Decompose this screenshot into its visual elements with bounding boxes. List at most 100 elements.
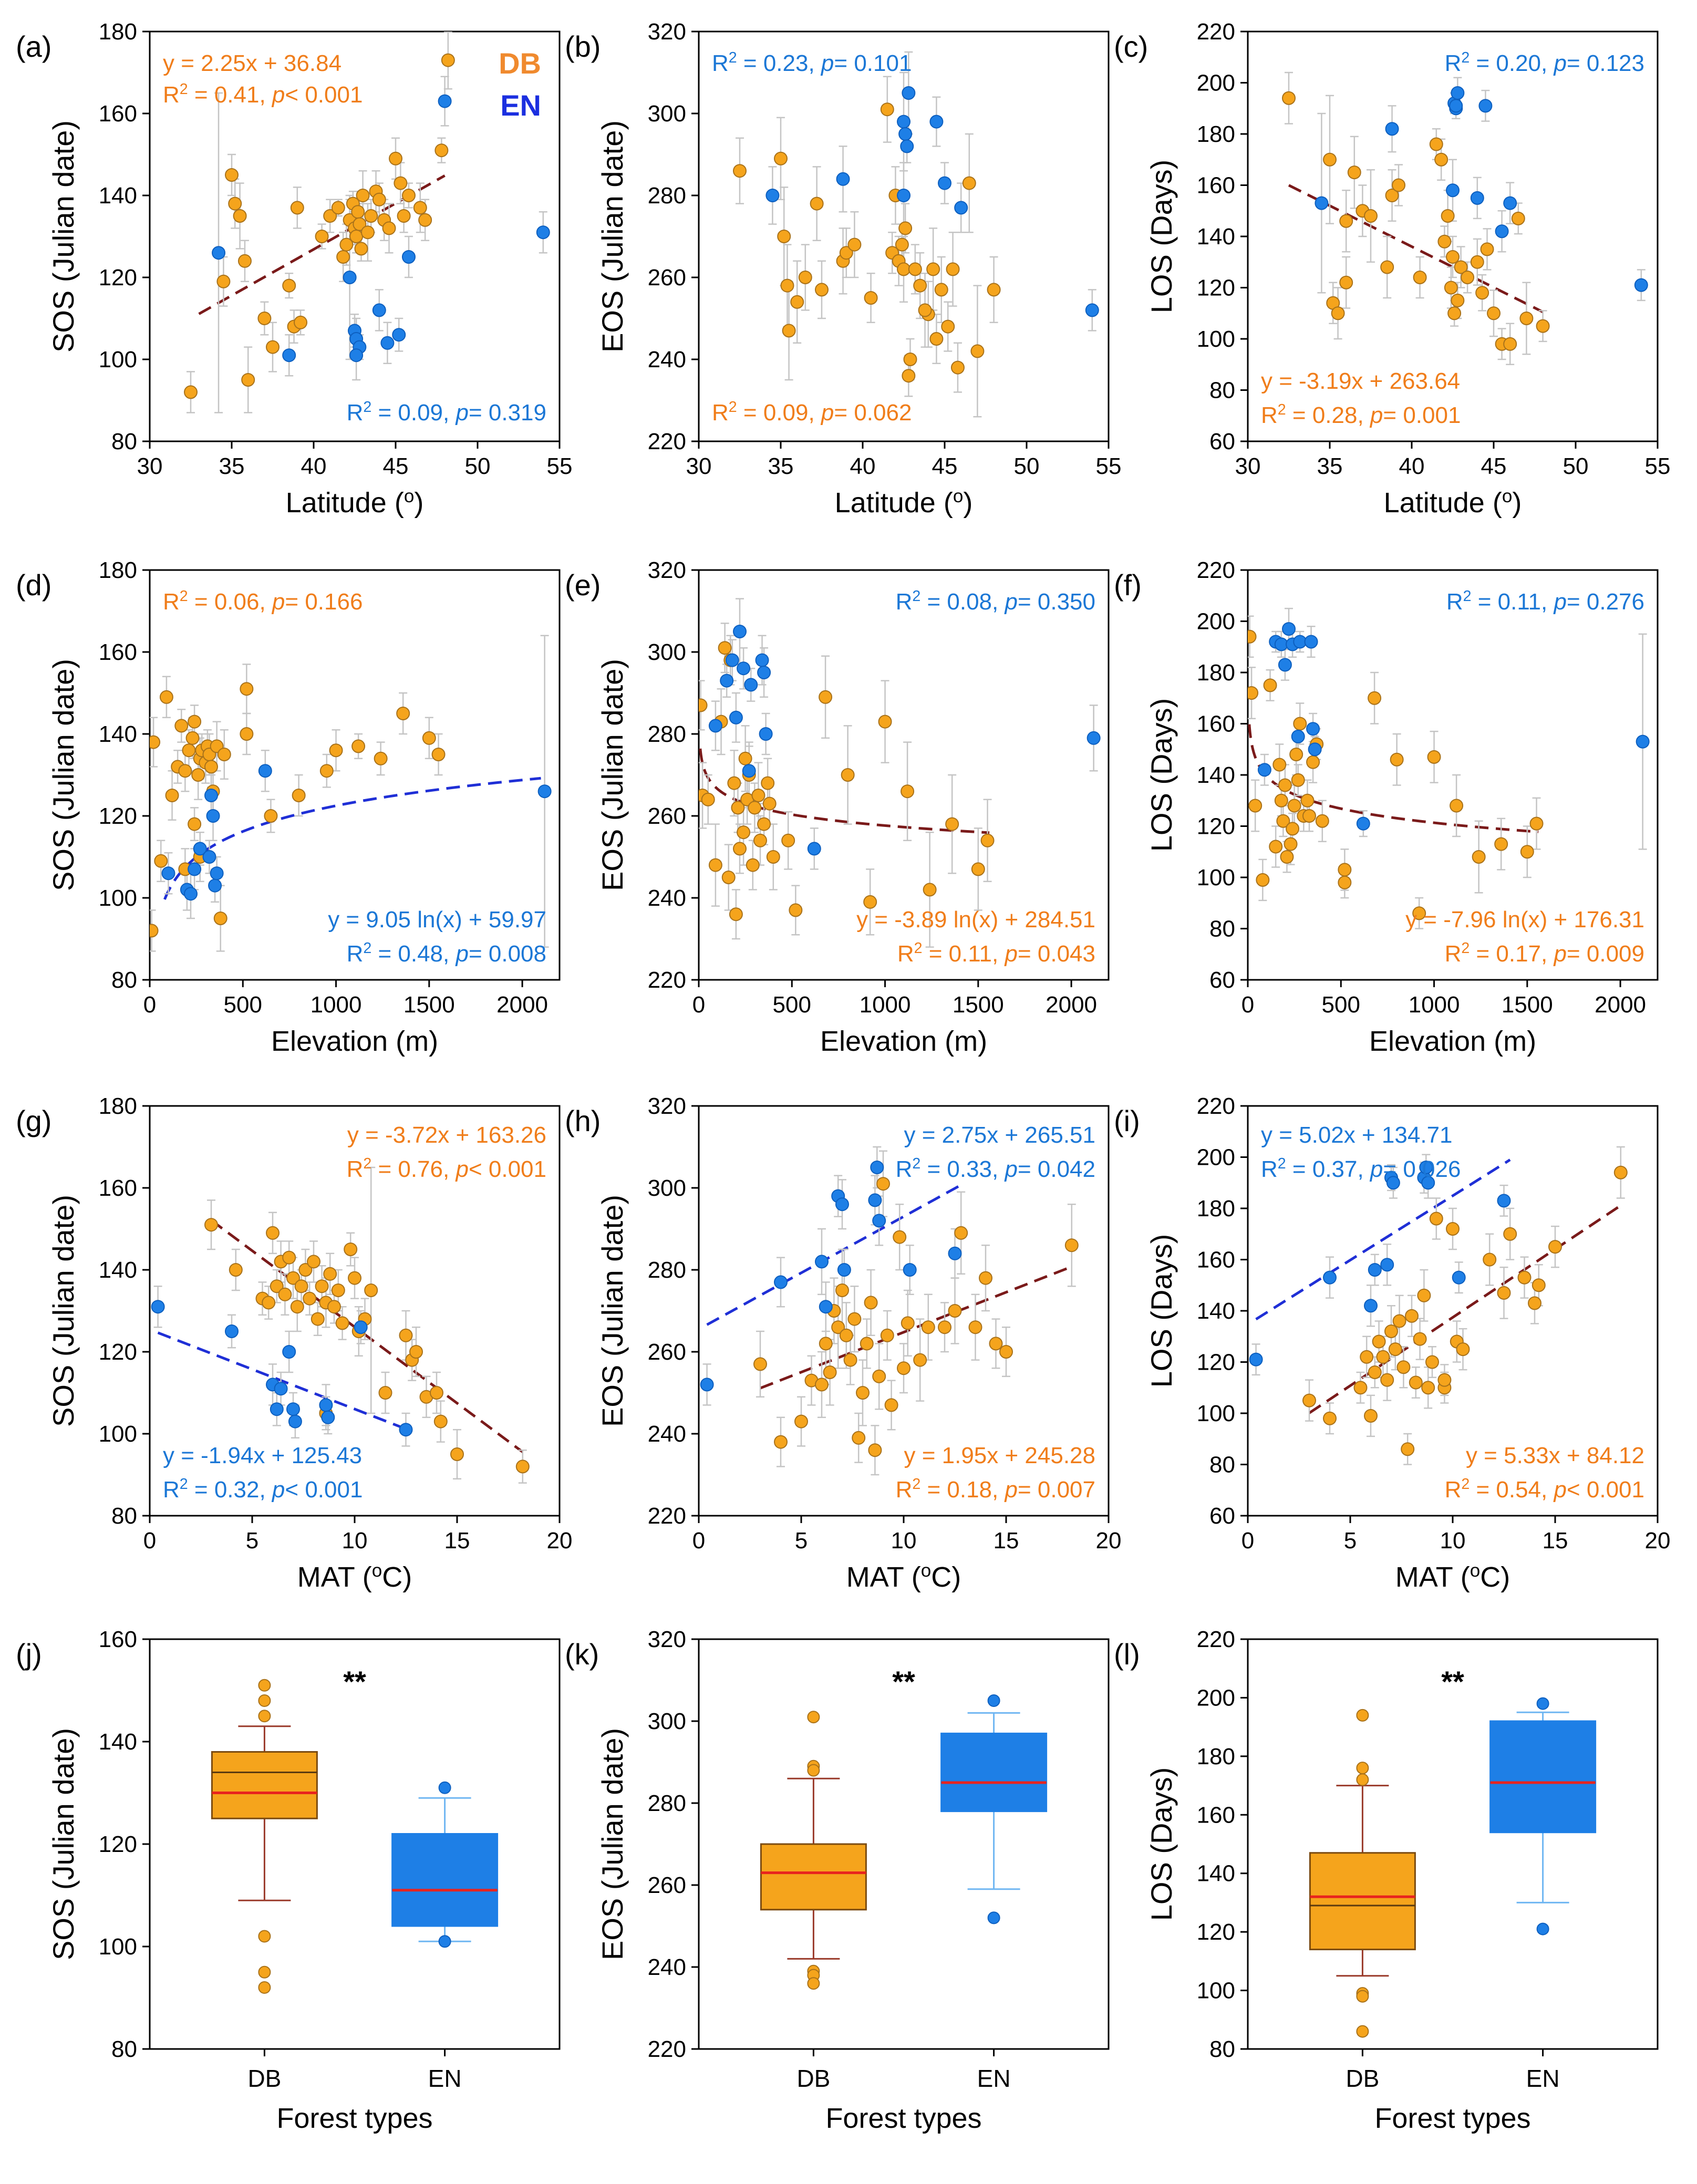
point-db bbox=[1272, 758, 1287, 772]
text-run: EOS (Julian date) bbox=[596, 120, 629, 353]
point-db bbox=[394, 176, 408, 190]
y-tick-label: 100 bbox=[1197, 1401, 1235, 1426]
point-en bbox=[1419, 1161, 1433, 1174]
outlier-point bbox=[258, 1981, 271, 1994]
point-db bbox=[182, 743, 196, 758]
point-db bbox=[174, 719, 189, 733]
point-db bbox=[339, 237, 354, 252]
point-db bbox=[864, 1296, 878, 1310]
annotation: R2 = 0.23, p= 0.101 bbox=[712, 49, 912, 76]
point-en bbox=[1087, 731, 1101, 745]
outlier-point bbox=[258, 1965, 271, 1979]
point-en bbox=[1085, 303, 1099, 317]
panel-label: (b) bbox=[565, 30, 601, 63]
point-en bbox=[184, 887, 198, 901]
point-en bbox=[1368, 1263, 1382, 1277]
text-run: y = -1.94x + 125.43 bbox=[163, 1443, 362, 1468]
annotation: R2 = 0.09, p= 0.319 bbox=[347, 399, 546, 426]
point-en bbox=[208, 878, 222, 893]
y-tick-label: 100 bbox=[1197, 865, 1235, 891]
text-run: R bbox=[163, 1477, 180, 1503]
annotation: R2 = 0.17, p= 0.009 bbox=[1445, 940, 1644, 967]
y-axis-label: LOS (Days) bbox=[1145, 160, 1178, 314]
point-en bbox=[733, 625, 747, 638]
point-db bbox=[348, 1271, 361, 1285]
x-axis-label: Forest types bbox=[1374, 2103, 1530, 2134]
point-db bbox=[1497, 1286, 1511, 1300]
point-db bbox=[372, 192, 386, 206]
point-db bbox=[294, 315, 308, 329]
text-run: Latitude ( bbox=[1384, 487, 1502, 519]
point-en bbox=[354, 1320, 368, 1334]
x-axis-label: Forest types bbox=[825, 2103, 981, 2134]
point-db bbox=[852, 1431, 866, 1445]
text-run: SOS (Julian date) bbox=[47, 1728, 80, 1960]
point-en bbox=[757, 666, 771, 679]
outlier-point bbox=[1356, 1773, 1369, 1786]
point-db bbox=[753, 833, 767, 847]
point-en bbox=[225, 1324, 239, 1338]
point-db bbox=[1519, 312, 1534, 325]
point-db bbox=[1480, 242, 1494, 256]
text-run: y = -3.72x + 163.26 bbox=[347, 1122, 546, 1148]
annotation: R2 = 0.09, p= 0.062 bbox=[712, 399, 912, 426]
point-db bbox=[1517, 1270, 1532, 1285]
point-db bbox=[921, 1320, 935, 1334]
point-db bbox=[1380, 260, 1394, 274]
point-en bbox=[286, 1402, 300, 1416]
point-db bbox=[895, 237, 909, 252]
x-tick-label: DB bbox=[247, 2065, 281, 2092]
outlier-point bbox=[807, 1764, 820, 1777]
x-tick-label: 45 bbox=[932, 453, 958, 479]
y-tick-label: 80 bbox=[1209, 1452, 1235, 1478]
point-db bbox=[1388, 1342, 1402, 1357]
point-db bbox=[948, 1304, 962, 1318]
italic-p: p bbox=[1003, 1477, 1017, 1503]
x-tick-label: 5 bbox=[1344, 1528, 1357, 1554]
point-db bbox=[901, 784, 915, 799]
trend-line-db bbox=[1308, 1204, 1622, 1414]
box-en bbox=[1489, 1720, 1597, 1834]
point-db bbox=[1064, 1238, 1079, 1253]
text-run: ) bbox=[1512, 487, 1522, 519]
y-tick-label: 140 bbox=[1197, 224, 1235, 250]
italic-p: p bbox=[454, 1156, 468, 1182]
point-db bbox=[954, 1226, 968, 1240]
point-db bbox=[349, 230, 364, 243]
point-db bbox=[422, 731, 436, 745]
box-en bbox=[940, 1732, 1048, 1813]
point-db bbox=[1536, 319, 1550, 333]
x-tick-label: 20 bbox=[547, 1528, 573, 1554]
x-tick-label: 0 bbox=[1241, 1528, 1254, 1554]
point-db bbox=[962, 176, 976, 190]
point-en bbox=[759, 727, 773, 741]
x-tick-label: 1500 bbox=[953, 992, 1004, 1018]
significance-label: ** bbox=[343, 1665, 366, 1698]
point-db bbox=[298, 1263, 313, 1277]
y-tick-label: 140 bbox=[1197, 762, 1235, 788]
point-db bbox=[270, 1279, 284, 1293]
point-db bbox=[154, 854, 168, 868]
x-tick-label: EN bbox=[977, 2065, 1011, 2092]
text-run: = 0.276 bbox=[1567, 589, 1644, 615]
point-db bbox=[1293, 717, 1307, 731]
y-tick-label: 100 bbox=[99, 885, 137, 911]
point-db bbox=[860, 1337, 874, 1351]
point-db bbox=[364, 209, 378, 223]
point-en bbox=[737, 661, 751, 676]
y-tick-label: 60 bbox=[1209, 967, 1235, 993]
point-en bbox=[151, 1300, 165, 1314]
point-db bbox=[1306, 755, 1320, 769]
x-tick-label: 5 bbox=[246, 1528, 258, 1554]
text-run: LOS (Days) bbox=[1145, 1234, 1178, 1388]
point-db bbox=[1376, 1350, 1390, 1364]
y-tick-label: 280 bbox=[648, 183, 686, 209]
point-db bbox=[1529, 816, 1544, 831]
y-tick-label: 60 bbox=[1209, 429, 1235, 454]
point-db bbox=[1396, 1360, 1411, 1374]
point-db bbox=[1280, 850, 1294, 864]
point-db bbox=[228, 196, 242, 211]
panel-b: 220 240 260 280 300 320 30 35 40 45 50 55 Latitude (… bbox=[565, 19, 1121, 519]
y-tick-label: 320 bbox=[648, 1093, 686, 1119]
y-tick-label: 220 bbox=[648, 967, 686, 993]
